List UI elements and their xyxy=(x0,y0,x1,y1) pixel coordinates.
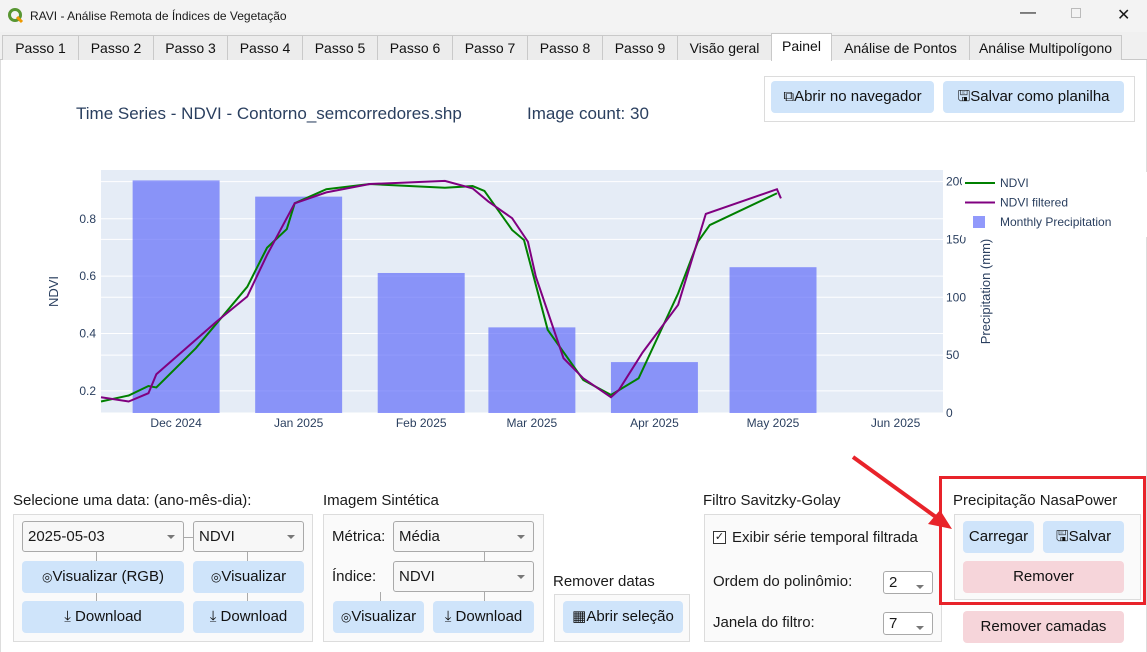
title-bar: RAVI - Análise Remota de Índices de Vege… xyxy=(0,0,1147,32)
x-tick-label: Jun 2025 xyxy=(871,416,921,430)
window-label: Janela do filtro: xyxy=(713,614,815,631)
synthetic-download-button[interactable]: ⤓ Download xyxy=(433,601,534,633)
y2-tick-label: 0 xyxy=(946,406,953,420)
tab-passo-5[interactable]: Passo 5 xyxy=(302,35,378,60)
download-rgb-button[interactable]: ⤓ Download xyxy=(22,601,184,633)
x-tick-label: Apr 2025 xyxy=(630,416,679,430)
precip-bar xyxy=(255,196,343,413)
y-axis-title: NDVI xyxy=(46,276,61,307)
x-tick-label: Mar 2025 xyxy=(507,416,558,430)
date-select[interactable]: 2025-05-03 xyxy=(22,521,184,552)
synthetic-index-label: Índice: xyxy=(332,568,377,585)
filter-label: Filtro Savitzky-Golay xyxy=(703,492,841,509)
remove-precip-button[interactable]: Remover xyxy=(963,561,1124,593)
precip-bar xyxy=(729,267,817,413)
tab-passo-1[interactable]: Passo 1 xyxy=(2,35,79,60)
tab-passo-8[interactable]: Passo 8 xyxy=(527,35,603,60)
y2-tick-label: 100 xyxy=(946,290,966,304)
qgis-logo-icon xyxy=(8,8,24,24)
series-line-ndvi-filtered xyxy=(100,179,782,403)
save-precip-button[interactable]: 🖫Salvar xyxy=(1043,521,1124,553)
tab-passo-7[interactable]: Passo 7 xyxy=(452,35,528,60)
metric-select[interactable]: Média xyxy=(393,521,534,552)
window-select[interactable]: 7 xyxy=(883,612,933,635)
series-line-ndvi xyxy=(100,183,778,403)
save-sheet-button[interactable]: 🖫Salvar como planilha xyxy=(943,81,1124,113)
tab-visão-geral[interactable]: Visão geral xyxy=(677,35,772,60)
calendar-icon: ▦ xyxy=(572,608,587,625)
tab-passo-2[interactable]: Passo 2 xyxy=(78,35,154,60)
tab-passo-3[interactable]: Passo 3 xyxy=(153,35,228,60)
y2-tick-label: 50 xyxy=(946,348,960,362)
x-tick-label: Jan 2025 xyxy=(274,416,324,430)
tab-análise-multipolígono[interactable]: Análise Multipolígono xyxy=(969,35,1122,60)
metric-label: Métrica: xyxy=(332,528,386,545)
image-count: Image count: 30 xyxy=(527,104,649,123)
eye-icon: ◎ xyxy=(340,610,352,624)
save-icon: 🖫 xyxy=(1055,528,1069,545)
remove-layers-button[interactable]: Remover camadas xyxy=(963,611,1124,643)
open-browser-button[interactable]: ⧉Abrir no navegador xyxy=(771,81,934,113)
close-button[interactable]: ✕ xyxy=(1117,7,1131,24)
show-filtered-label: Exibir série temporal filtrada xyxy=(732,529,918,546)
y-tick-label: 0.8 xyxy=(79,212,96,226)
load-precip-button[interactable]: Carregar xyxy=(963,521,1034,553)
show-filtered-checkbox[interactable]: ✓ xyxy=(713,531,726,544)
x-tick-label: Feb 2025 xyxy=(396,416,447,430)
legend-entry: Monthly Precipitation xyxy=(1000,215,1111,229)
window-title: RAVI - Análise Remota de Índices de Vege… xyxy=(30,9,287,23)
maximize-button[interactable] xyxy=(1071,8,1081,18)
view-index-button[interactable]: ◎Visualizar xyxy=(193,561,304,593)
precip-bar xyxy=(132,180,220,413)
order-select[interactable]: 2 xyxy=(883,571,933,594)
y-tick-label: 0.2 xyxy=(79,384,96,398)
precip-bar xyxy=(377,272,465,413)
x-tick-label: Dec 2024 xyxy=(150,416,202,430)
download-icon: ⤓ xyxy=(209,608,221,625)
precip-bar xyxy=(610,362,698,413)
eye-icon: ◎ xyxy=(42,570,53,584)
legend-swatch xyxy=(973,216,985,228)
minimize-button[interactable]: — xyxy=(1020,4,1036,21)
view-rgb-button[interactable]: ◎Visualizar (RGB) xyxy=(22,561,184,593)
synthetic-view-button[interactable]: ◎Visualizar xyxy=(333,601,424,633)
eye-icon: ◎ xyxy=(210,570,222,584)
download-icon: ⤓ xyxy=(64,608,76,625)
legend-entry: NDVI xyxy=(1000,176,1029,190)
tab-passo-9[interactable]: Passo 9 xyxy=(602,35,678,60)
y2-tick-label: 200 xyxy=(946,175,966,189)
time-series-chart: 0.2 0.4 0.6 0.8 0 50 100 150 200 Dec 2024 Jan 2025… xyxy=(46,170,1112,430)
tab-passo-4[interactable]: Passo 4 xyxy=(227,35,303,60)
order-label: Ordem do polinômio: xyxy=(713,573,853,590)
index-select[interactable]: NDVI xyxy=(193,521,304,552)
tab-painel[interactable]: Painel xyxy=(771,33,832,61)
open-selection-button[interactable]: ▦Abrir seleção xyxy=(563,601,683,633)
tab-bar: Passo 1 Passo 2 Passo 3 Passo 4 Passo 5 Passo… xyxy=(0,32,1147,61)
precip-label: Precipitação NasaPower xyxy=(953,492,1118,509)
y-tick-label: 0.6 xyxy=(79,269,96,283)
save-icon: 🖫 xyxy=(957,88,971,105)
synthetic-index-select[interactable]: NDVI xyxy=(393,561,534,592)
download-icon: ⤓ xyxy=(444,608,456,625)
y-tick-label: 0.4 xyxy=(79,327,96,341)
tab-análise-de-pontos[interactable]: Análise de Pontos xyxy=(831,35,970,60)
y2-axis-title: Precipitation (mm) xyxy=(978,239,993,344)
download-index-button[interactable]: ⤓ Download xyxy=(193,601,304,633)
chart-title: Time Series - NDVI - Contorno_semcorredo… xyxy=(76,104,462,123)
external-link-icon: ⧉ xyxy=(783,88,795,105)
legend-entry: NDVI filtered xyxy=(1000,196,1068,210)
x-tick-label: May 2025 xyxy=(747,416,800,430)
highlight-box xyxy=(939,476,1146,605)
y2-tick-label: 150 xyxy=(946,232,966,246)
annotation-arrow-icon xyxy=(851,455,952,529)
precip-bar xyxy=(488,327,576,413)
synthetic-label: Imagem Sintética xyxy=(323,492,439,509)
remove-dates-label: Remover datas xyxy=(553,573,655,590)
date-section-label: Selecione uma data: (ano-mês-dia): xyxy=(13,492,252,509)
